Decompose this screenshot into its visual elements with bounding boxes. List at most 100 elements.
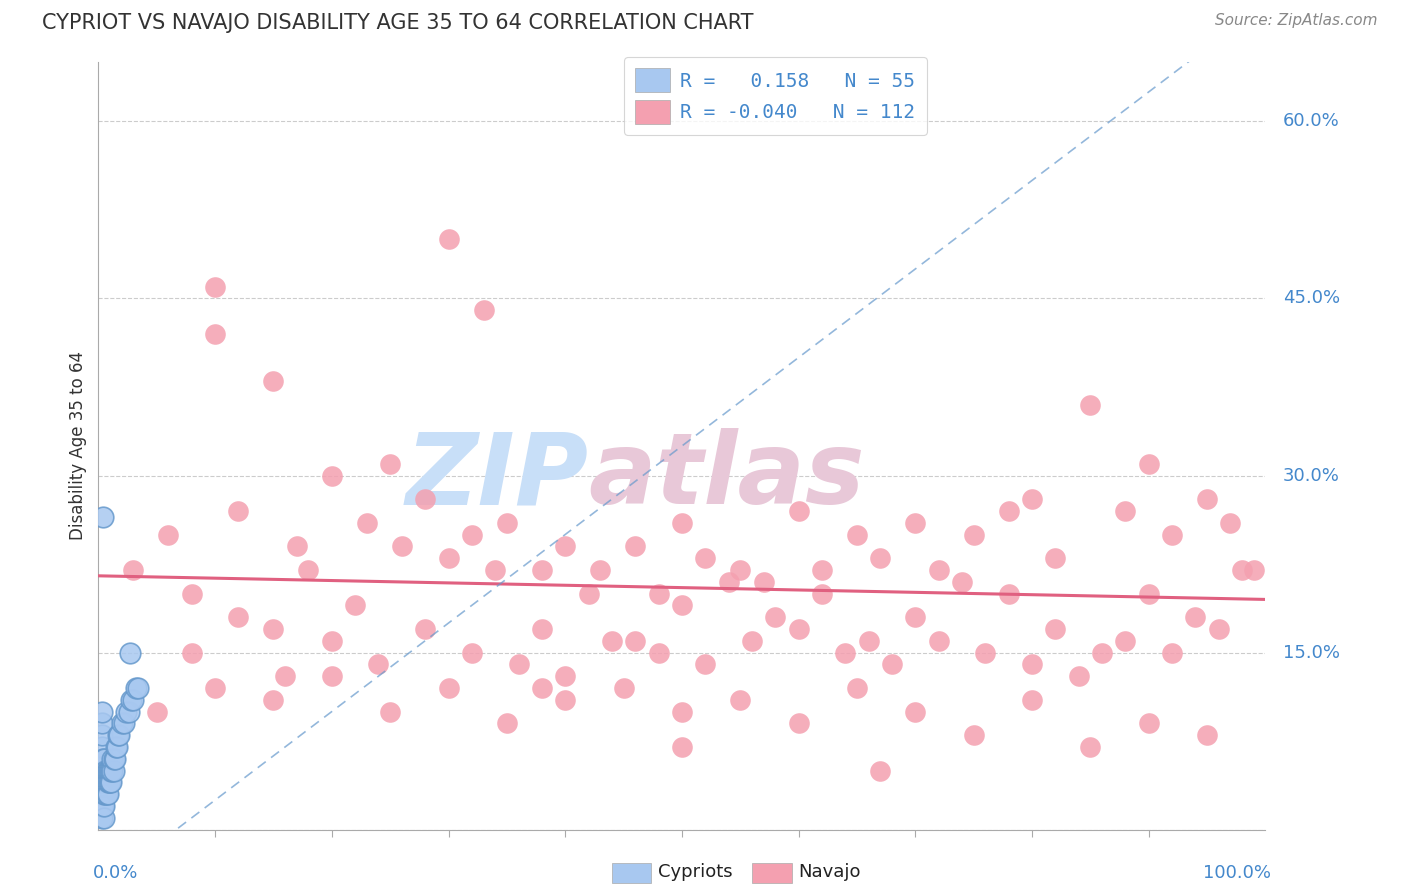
Point xyxy=(846,527,869,541)
Point xyxy=(437,232,460,246)
Point xyxy=(97,787,120,801)
Point xyxy=(127,681,149,695)
Point xyxy=(858,633,880,648)
Point xyxy=(1137,586,1160,600)
Point xyxy=(344,599,367,613)
Point xyxy=(461,527,484,541)
Point xyxy=(262,692,284,706)
Point xyxy=(554,669,576,683)
Point xyxy=(180,586,202,600)
Text: 60.0%: 60.0% xyxy=(1282,112,1340,130)
Point xyxy=(204,326,226,341)
Point xyxy=(90,728,112,742)
Point xyxy=(671,739,693,754)
Point xyxy=(763,610,786,624)
Point xyxy=(93,775,115,789)
Point xyxy=(904,516,927,530)
Point xyxy=(880,657,903,672)
Point xyxy=(472,303,495,318)
Point xyxy=(484,563,506,577)
Point xyxy=(508,657,530,672)
Point xyxy=(100,764,122,778)
Point xyxy=(321,669,343,683)
Point xyxy=(120,692,142,706)
Point xyxy=(787,504,810,518)
Point xyxy=(100,775,122,789)
Point xyxy=(997,504,1019,518)
Point xyxy=(624,633,647,648)
Point xyxy=(554,539,576,553)
Point xyxy=(1161,527,1184,541)
Point xyxy=(90,739,112,754)
Point xyxy=(928,633,950,648)
Point xyxy=(1114,633,1136,648)
Point xyxy=(262,622,284,636)
Point xyxy=(730,692,752,706)
Point xyxy=(413,492,436,507)
Point xyxy=(356,516,378,530)
Point xyxy=(437,551,460,566)
Point xyxy=(1067,669,1090,683)
Point xyxy=(118,646,141,660)
Point xyxy=(380,457,402,471)
Point xyxy=(613,681,636,695)
Text: Navajo: Navajo xyxy=(799,863,860,881)
Point xyxy=(962,527,984,541)
Point xyxy=(869,764,891,778)
Point xyxy=(1184,610,1206,624)
Point xyxy=(578,586,600,600)
Point xyxy=(97,775,120,789)
Point xyxy=(787,622,810,636)
Point xyxy=(787,716,810,731)
Point xyxy=(437,681,460,695)
Point xyxy=(321,633,343,648)
Point xyxy=(103,764,125,778)
Point xyxy=(115,705,138,719)
Point xyxy=(741,633,763,648)
Point xyxy=(180,646,202,660)
Point xyxy=(1080,739,1102,754)
Point xyxy=(647,646,669,660)
Point xyxy=(1208,622,1230,636)
Point xyxy=(94,775,117,789)
Point xyxy=(321,468,343,483)
Point xyxy=(93,811,115,825)
Point xyxy=(274,669,297,683)
Point xyxy=(97,764,120,778)
Point xyxy=(589,563,612,577)
Point xyxy=(1021,657,1043,672)
Point xyxy=(811,586,834,600)
Point xyxy=(846,681,869,695)
Point xyxy=(285,539,308,553)
Point xyxy=(671,516,693,530)
Point xyxy=(367,657,389,672)
Point xyxy=(1021,492,1043,507)
Point xyxy=(93,752,115,766)
Point xyxy=(101,764,124,778)
Point xyxy=(413,622,436,636)
Point xyxy=(97,775,120,789)
Point xyxy=(1161,646,1184,660)
Point xyxy=(90,705,112,719)
Text: CYPRIOT VS NAVAJO DISABILITY AGE 35 TO 64 CORRELATION CHART: CYPRIOT VS NAVAJO DISABILITY AGE 35 TO 6… xyxy=(42,13,754,33)
Point xyxy=(118,705,141,719)
Point xyxy=(91,775,114,789)
Point xyxy=(125,681,148,695)
Point xyxy=(91,764,114,778)
Point xyxy=(90,752,112,766)
Point xyxy=(122,563,145,577)
Point xyxy=(695,657,717,672)
Point xyxy=(90,811,112,825)
Point xyxy=(90,787,112,801)
Y-axis label: Disability Age 35 to 64: Disability Age 35 to 64 xyxy=(69,351,87,541)
Point xyxy=(904,705,927,719)
Point xyxy=(111,716,134,731)
Point xyxy=(869,551,891,566)
Point xyxy=(1137,716,1160,731)
Point xyxy=(530,622,553,636)
Point xyxy=(297,563,319,577)
Point xyxy=(391,539,413,553)
Point xyxy=(93,764,115,778)
Point xyxy=(104,752,127,766)
Point xyxy=(97,764,120,778)
